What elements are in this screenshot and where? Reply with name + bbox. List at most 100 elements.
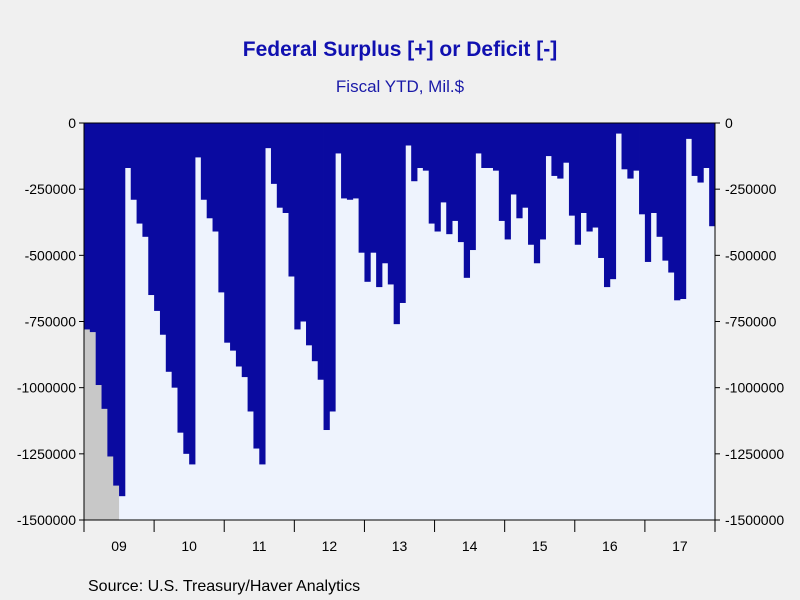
bar bbox=[568, 123, 576, 216]
bar bbox=[557, 123, 564, 179]
x-tick-label: 12 bbox=[322, 538, 338, 554]
bar bbox=[346, 123, 354, 200]
x-tick-label: 10 bbox=[181, 538, 197, 554]
y-tick-label-right: -1000000 bbox=[725, 380, 784, 396]
bar bbox=[358, 123, 365, 253]
bar bbox=[639, 123, 646, 215]
bar bbox=[200, 123, 208, 200]
y-tick-label-right: -1500000 bbox=[725, 512, 784, 528]
bar bbox=[189, 123, 196, 465]
bar bbox=[89, 123, 97, 333]
bar bbox=[615, 123, 622, 134]
bar bbox=[282, 123, 289, 213]
bar bbox=[644, 123, 652, 262]
bar bbox=[563, 123, 570, 163]
x-tick-label: 14 bbox=[462, 538, 478, 554]
bar bbox=[288, 123, 295, 277]
bar bbox=[539, 123, 546, 240]
bar bbox=[352, 123, 360, 199]
bar bbox=[393, 123, 400, 325]
y-axis-right-labels: 0 -250000 -500000 -750000 -1000000 -1250000 -1… bbox=[725, 115, 784, 528]
bar bbox=[533, 123, 541, 264]
bar bbox=[364, 123, 371, 282]
x-tick-label: 17 bbox=[672, 538, 688, 554]
bar bbox=[276, 123, 284, 208]
bar bbox=[241, 123, 248, 378]
bar bbox=[206, 123, 213, 219]
bar bbox=[586, 123, 593, 232]
bar bbox=[592, 123, 599, 228]
bar bbox=[650, 123, 657, 213]
y-tick-label-right: 0 bbox=[725, 115, 733, 131]
bar bbox=[84, 123, 91, 330]
y-tick-label-left: -1250000 bbox=[17, 446, 76, 462]
bar bbox=[452, 123, 459, 221]
source-note: Source: U.S. Treasury/Haver Analytics bbox=[88, 578, 361, 595]
y-axis-left-labels: 0 -250000 -500000 -750000 -1000000 -1250000 -1… bbox=[17, 115, 76, 528]
bar bbox=[662, 123, 669, 261]
bar bbox=[603, 123, 611, 288]
bar bbox=[487, 123, 494, 168]
y-tick-label-left: -500000 bbox=[25, 247, 77, 263]
bar bbox=[498, 123, 506, 221]
bar bbox=[417, 123, 424, 168]
bar bbox=[633, 123, 640, 171]
bar bbox=[317, 123, 324, 380]
bar bbox=[230, 123, 237, 351]
bar bbox=[545, 123, 552, 157]
bar bbox=[510, 123, 517, 195]
bar bbox=[691, 123, 698, 176]
y-tick-label-left: -750000 bbox=[25, 314, 77, 330]
bar bbox=[475, 123, 482, 154]
bar bbox=[516, 123, 523, 219]
x-tick-label: 13 bbox=[392, 538, 408, 554]
bar bbox=[130, 123, 137, 200]
bar bbox=[621, 123, 628, 170]
bar bbox=[329, 123, 336, 412]
bar bbox=[446, 123, 453, 235]
bar bbox=[528, 123, 535, 245]
bar bbox=[674, 123, 681, 301]
bar bbox=[235, 123, 243, 367]
bar bbox=[703, 123, 710, 168]
bar bbox=[306, 123, 313, 346]
x-tick-label: 11 bbox=[252, 538, 267, 554]
bar bbox=[323, 123, 330, 431]
bar bbox=[270, 123, 278, 184]
bar bbox=[679, 123, 687, 300]
bar bbox=[492, 123, 500, 171]
bar bbox=[224, 123, 231, 343]
bar bbox=[434, 123, 441, 232]
bar bbox=[370, 123, 377, 253]
bar bbox=[428, 123, 435, 224]
bar bbox=[183, 123, 190, 454]
bar bbox=[522, 123, 529, 208]
x-tick-label: 16 bbox=[602, 538, 618, 554]
bar bbox=[165, 123, 173, 372]
bar bbox=[119, 123, 126, 497]
bar bbox=[469, 123, 476, 251]
bar bbox=[212, 123, 219, 232]
chart-title: Federal Surplus [+] or Deficit [-] bbox=[242, 38, 558, 61]
bar bbox=[259, 123, 266, 465]
bar bbox=[265, 123, 272, 149]
bar bbox=[148, 123, 155, 296]
bar bbox=[136, 123, 143, 224]
bar bbox=[387, 123, 395, 285]
bar bbox=[463, 123, 471, 278]
y-tick-label-left: 0 bbox=[68, 115, 76, 131]
y-tick-label-left: -250000 bbox=[25, 181, 77, 197]
y-tick-label-left: -1000000 bbox=[17, 380, 76, 396]
bar bbox=[159, 123, 167, 335]
bar bbox=[311, 123, 319, 362]
bar bbox=[685, 123, 693, 139]
bar bbox=[101, 123, 108, 409]
bar bbox=[709, 123, 716, 227]
bar bbox=[440, 123, 447, 203]
bar bbox=[697, 123, 704, 183]
bar bbox=[574, 123, 582, 245]
bar bbox=[656, 123, 663, 237]
x-axis-labels: 09 10 11 12 13 14 15 16 17 bbox=[111, 538, 688, 554]
bar bbox=[95, 123, 102, 386]
